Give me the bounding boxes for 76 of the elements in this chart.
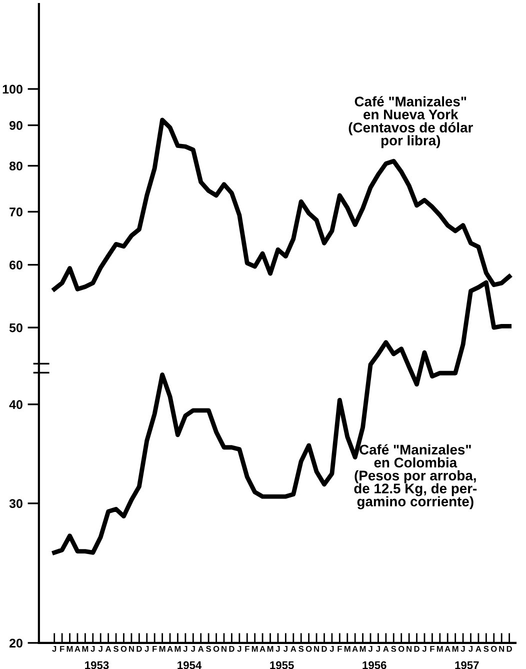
x-tick-label: D (136, 646, 142, 652)
x-tick-label: N (406, 646, 412, 652)
x-tick-label: O (490, 646, 497, 652)
x-tick-label: M (360, 646, 366, 652)
text: 1956 (362, 661, 386, 669)
y-tick-label: 60 (10, 260, 22, 270)
x-tick-label: N (499, 646, 504, 652)
x-tick-label: M (267, 646, 274, 652)
x-tick-label: D (229, 646, 234, 652)
x-tick-label: F (338, 646, 342, 652)
x-tick-label: A (198, 646, 204, 652)
y-tick-label: 40 (9, 400, 22, 409)
y-tick-label: 80 (9, 162, 22, 170)
x-tick-label: A (444, 646, 450, 652)
x-tick-label: A (74, 646, 80, 652)
x-tick-label: F (245, 646, 250, 652)
x-tick-label: J (376, 646, 380, 652)
x-tick-label: J (183, 646, 188, 652)
x-tick-label: M (452, 646, 458, 652)
x-tick-label: M (159, 646, 166, 652)
x-tick-label: S (206, 646, 212, 652)
x-tick-label: M (66, 646, 73, 652)
y-tick-label: 20 (9, 638, 22, 648)
x-tick-label: A (352, 646, 358, 652)
x-tick-label: S (298, 646, 304, 652)
x-tick-label: J (283, 646, 288, 652)
x-tick-label: A (260, 646, 266, 652)
x-tick-label: S (391, 646, 396, 652)
x-tick-label: M (82, 646, 88, 652)
x-tick-label: O (120, 646, 127, 652)
x-tick-label: J (190, 646, 195, 652)
x-tick-label: A (383, 646, 389, 652)
x-tick-label: D (506, 646, 512, 652)
x-tick-label: A (476, 646, 482, 652)
x-tick-label: J (330, 646, 334, 652)
text: 1957 (455, 661, 479, 669)
x-tick-label: J (237, 646, 242, 652)
x-tick-label: S (113, 646, 118, 652)
x-tick-label: J (276, 646, 280, 652)
x-tick-label: O (398, 646, 404, 652)
x-tick-label: J (422, 646, 426, 652)
x-tick-label: J (368, 646, 372, 652)
x-tick-label: J (460, 646, 465, 652)
x-tick-label: F (60, 646, 64, 652)
y-tick-label: 50 (9, 323, 22, 332)
x-tick-label: N (129, 646, 134, 652)
x-tick-label: J (90, 646, 95, 652)
x-tick-label: N (222, 646, 226, 652)
x-tick-label: M (436, 646, 443, 652)
text: Café "Manizales" en Nueva York (Centavos de dólar por libra) (348, 96, 473, 148)
y-tick-label: 30 (9, 499, 22, 508)
x-tick-label: A (167, 646, 173, 652)
y-tick-label: 90 (9, 121, 22, 130)
series-label: Café "Manizales" en Colombia (Pesos por arroba, de 12.5 Kg, de per- gamino corriente) (354, 444, 477, 510)
x-tick-label: N (314, 646, 319, 652)
text: 1955 (270, 661, 294, 669)
y-tick-label: 70 (10, 208, 22, 216)
x-tick-label: M (344, 646, 350, 652)
x-tick-label: D (322, 646, 327, 652)
x-tick-label: F (430, 646, 434, 652)
x-tick-label: S (484, 646, 489, 652)
x-tick-label: J (52, 646, 56, 652)
x-tick-label: J (144, 646, 149, 652)
x-tick-label: O (213, 646, 220, 652)
x-tick-label: F (152, 646, 157, 652)
y-tick-label: 100 (2, 84, 22, 94)
x-tick-label: O (306, 646, 312, 652)
x-tick-label: J (468, 646, 473, 652)
x-tick-label: D (414, 646, 420, 652)
text: 1953 (85, 661, 109, 669)
x-tick-label: J (98, 646, 102, 652)
x-tick-label: A (290, 646, 296, 652)
x-tick-label: A (106, 646, 112, 652)
x-tick-label: M (174, 646, 181, 652)
x-tick-label: M (252, 646, 258, 652)
text: 1954 (178, 661, 202, 669)
